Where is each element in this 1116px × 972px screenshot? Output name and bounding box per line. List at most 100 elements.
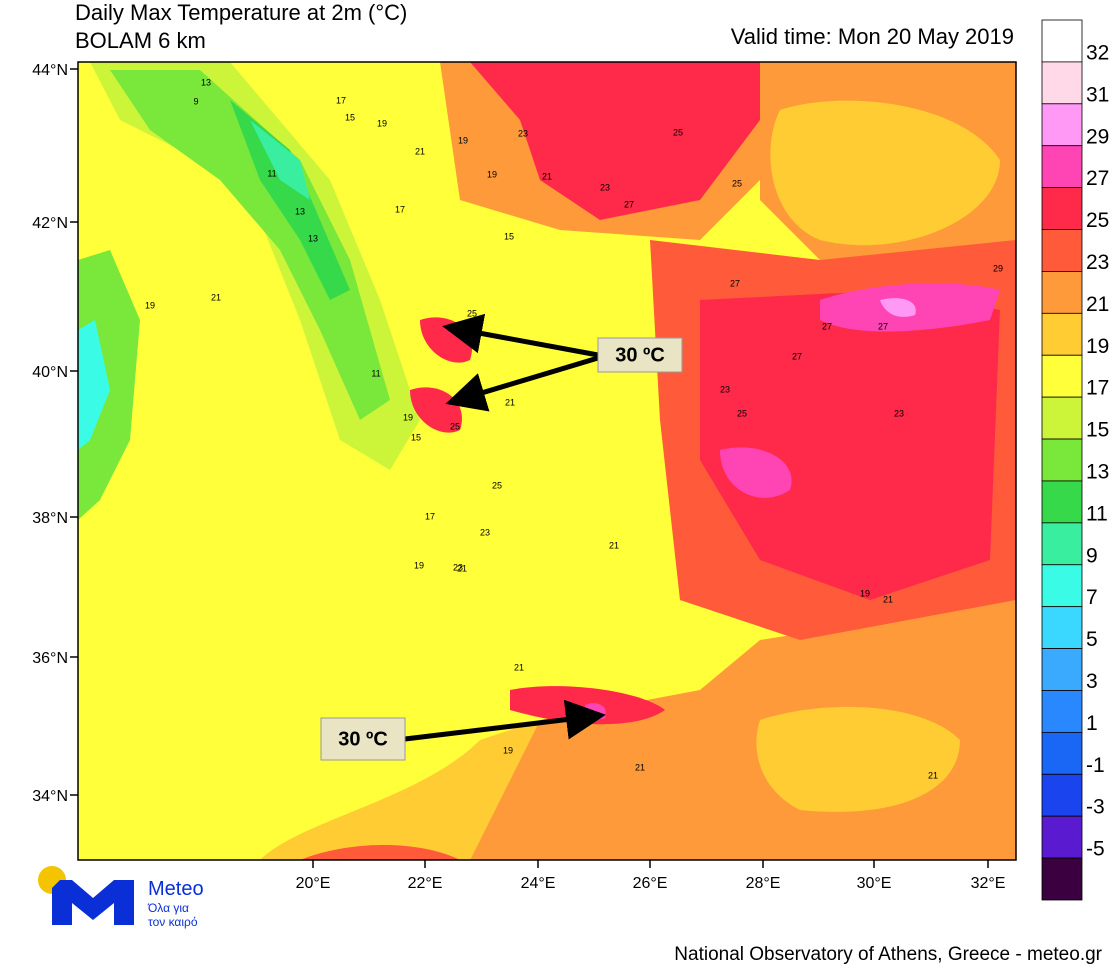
contour-label: 11 [267, 168, 276, 178]
contour-label: 25 [467, 308, 477, 318]
annotation-box [320, 717, 406, 761]
contour-label: 25 [492, 480, 502, 490]
colorbar-label: -5 [1086, 838, 1105, 861]
contour-label: 27 [730, 278, 740, 288]
contour-label: 11 [371, 368, 380, 378]
annotation: 30 ºC [338, 728, 388, 750]
colorbar-swatch [1041, 731, 1083, 775]
colorbar-swatch [1041, 312, 1083, 356]
colorbar-label: 9 [1086, 544, 1098, 567]
contour-label: 23 [480, 527, 490, 537]
colorbar-label: 32 [1086, 41, 1109, 64]
colorbar-label: 1 [1086, 712, 1098, 735]
contour-label: 19 [403, 412, 413, 422]
logo-mark [52, 880, 134, 925]
contour-label: 17 [395, 204, 405, 214]
arrow [404, 699, 606, 742]
contour-label: 23 [518, 128, 528, 138]
lat-label: 42°N [32, 215, 68, 232]
colorbar-swatch [1041, 354, 1083, 398]
logo-line: Όλα για [147, 901, 189, 915]
contour-label: 27 [878, 321, 888, 331]
contour-label: 21 [542, 171, 552, 181]
contour-label: 15 [411, 432, 421, 442]
contour-label: 21 [635, 762, 645, 772]
lon-label: 32°E [971, 875, 1006, 892]
contour-label: 13 [308, 233, 318, 243]
colorbar-swatch [1041, 606, 1083, 649]
colorbar-label: 23 [1086, 251, 1109, 274]
colorbar-swatch [1041, 396, 1083, 440]
contour-label: 15 [345, 112, 355, 122]
colorbar-label: -1 [1086, 754, 1105, 777]
footer: National Observatory of Athens, Greece -… [674, 944, 1102, 965]
colorbar-label: 5 [1086, 628, 1098, 651]
colorbar-swatch [1041, 145, 1083, 189]
contour-label: 21 [415, 146, 425, 156]
lon-label: 30°E [857, 875, 892, 892]
contour-label: 19 [414, 560, 424, 570]
logo: Meteo Όλα για τον καιρό [38, 866, 204, 929]
contour-label: 13 [201, 77, 211, 87]
annotation: 30 ºC [615, 344, 665, 366]
colorbar-label: 17 [1086, 377, 1109, 400]
lon-label: 26°E [633, 875, 668, 892]
lat-label: 38°N [32, 510, 68, 527]
colorbar-swatch [1041, 857, 1083, 901]
colorbar-label: 19 [1086, 335, 1109, 358]
arrow [442, 313, 599, 358]
contour-label: 21 [211, 292, 221, 302]
arrow [445, 355, 599, 412]
colorbar-label: 7 [1086, 586, 1098, 609]
lon-label: 20°E [296, 875, 331, 892]
lon-label: 22°E [408, 875, 443, 892]
temperature-field [78, 62, 1016, 860]
contour-label: 21 [514, 662, 524, 672]
contour-label: 23 [600, 182, 610, 192]
colorbar-swatch [1041, 187, 1083, 230]
lat-label: 44°N [32, 62, 68, 79]
colorbar-label: 3 [1086, 670, 1098, 693]
lat-label: 34°N [32, 788, 68, 805]
contour-label: 21 [883, 594, 893, 604]
contour-label: 21 [457, 563, 467, 573]
colorbar-swatch [1041, 480, 1083, 524]
contour-label: 9 [193, 96, 198, 106]
colorbar-swatch [1041, 815, 1083, 859]
contour-label: 25 [673, 127, 683, 137]
colorbar-label: 21 [1086, 293, 1109, 316]
contour-label: 19 [377, 118, 387, 128]
contour-label: 25 [737, 408, 747, 418]
lon-label: 24°E [521, 875, 556, 892]
colorbar-swatch [1041, 103, 1083, 147]
contour-label: 19 [487, 169, 497, 179]
contour-label: 25 [732, 178, 742, 188]
colorbar-swatch [1041, 19, 1083, 63]
contour-label: 23 [453, 562, 463, 572]
colorbar-label: -3 [1086, 796, 1105, 819]
contour-label: 27 [624, 199, 634, 209]
title: Daily Max Temperature at 2m (°C) [75, 0, 407, 25]
colorbar-swatch [1041, 773, 1083, 817]
valid-time: Valid time: Mon 20 May 2019 [731, 24, 1014, 49]
colorbar-label: 29 [1086, 125, 1109, 148]
contour-label: 19 [860, 588, 870, 598]
colorbar-swatch [1041, 61, 1083, 105]
contour-label: 17 [425, 511, 435, 521]
colorbar-swatch [1041, 690, 1083, 733]
contour-label: 19 [145, 300, 155, 310]
colorbar-swatch [1041, 564, 1083, 608]
contour-label: 25 [450, 421, 460, 431]
contour-label: 23 [894, 408, 904, 418]
contour-label: 21 [609, 540, 619, 550]
contour-label: 15 [504, 231, 514, 241]
colorbar-swatch [1041, 522, 1083, 566]
colorbar-swatch [1041, 648, 1083, 691]
map-frame [77, 61, 1017, 861]
contour-label: 19 [458, 135, 468, 145]
colorbar-label: 27 [1086, 167, 1109, 190]
contour-label: 23 [720, 384, 730, 394]
colorbar-swatch [1041, 438, 1083, 482]
